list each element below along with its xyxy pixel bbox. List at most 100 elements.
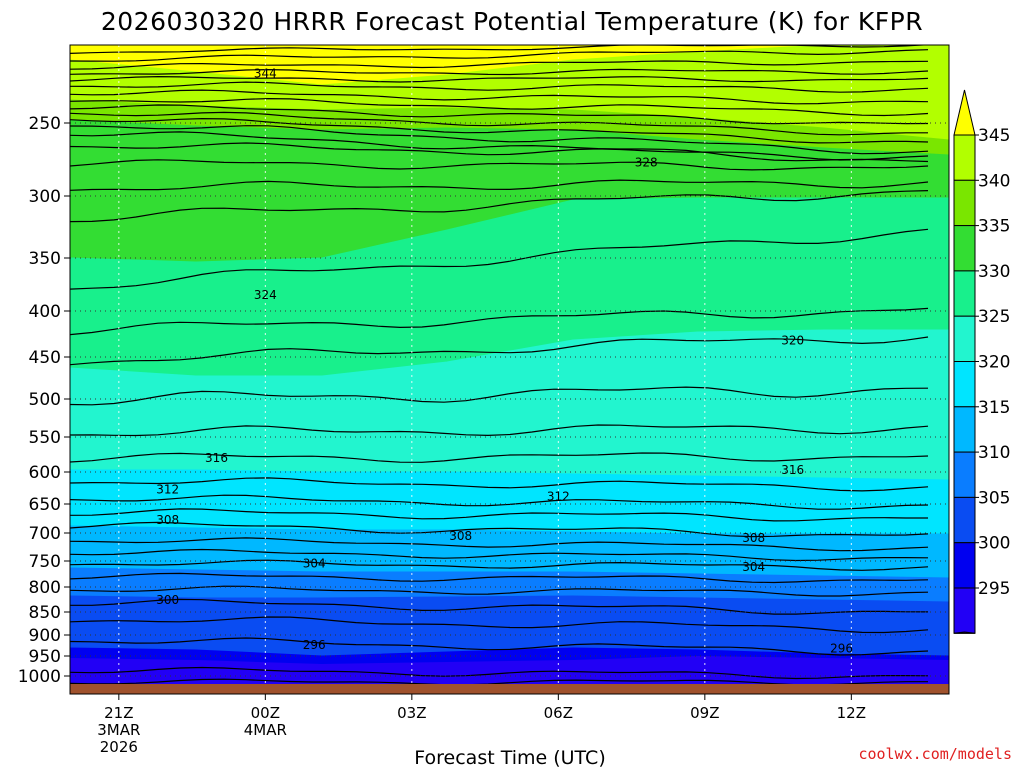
y-tick-label: 250 [29, 114, 61, 134]
grid-lines [70, 45, 949, 684]
colorbar-segment [953, 179, 976, 227]
contour-label: 308 [449, 529, 472, 543]
colorbar-label: 345 [978, 126, 1010, 146]
contour-line [70, 97, 929, 117]
band-300-305 [70, 595, 949, 657]
contour-label: 308 [742, 531, 765, 545]
contour-line [70, 190, 929, 223]
contour-line [70, 142, 929, 161]
contour-line [70, 452, 929, 463]
contour-label: 328 [635, 155, 658, 169]
colorbar-label: 335 [978, 217, 1010, 237]
x-tick-label: 2026 [100, 738, 138, 756]
colorbar-segment [953, 587, 976, 634]
contour-line [70, 111, 928, 136]
colorbar-label: 300 [978, 534, 1010, 554]
y-tick-label: 700 [29, 524, 61, 544]
contour-label: 296 [830, 641, 853, 655]
contour-labels: 344 328 324 320 316 316 312 312 308 308 308 304 304 3… [156, 66, 853, 655]
contour-line [70, 68, 929, 76]
colorbar-label: 325 [978, 307, 1010, 327]
plot-frame [69, 44, 950, 695]
y-tick-label: 300 [29, 187, 61, 207]
contour-line [70, 494, 929, 510]
colorbar-label: 330 [978, 262, 1010, 282]
colorbar-segment [953, 361, 976, 408]
y-tick-label: 900 [29, 626, 61, 646]
y-tick-label: 600 [29, 463, 61, 483]
colorbar-segment [953, 542, 976, 589]
y-tick-label: 950 [29, 647, 61, 667]
contour-line [70, 637, 929, 656]
y-tick-label: 450 [29, 348, 61, 368]
contour-line [70, 572, 929, 584]
contour-line [70, 537, 929, 552]
colorbar-segment [953, 225, 976, 272]
contour-label: 344 [254, 66, 277, 80]
x-tick-label: 12Z [837, 704, 866, 722]
credit-link[interactable]: coolwx.com/models [858, 745, 1012, 763]
contour-line [70, 81, 929, 93]
y-tick-label: 500 [29, 390, 61, 410]
contour-label: 316 [205, 451, 228, 465]
colorbar-segment [953, 134, 976, 181]
contour-line [70, 585, 929, 597]
contour-line [70, 228, 929, 290]
contour-line [70, 678, 928, 684]
colorbar-label: 315 [978, 398, 1010, 418]
contour-label: 300 [156, 593, 179, 607]
contour-line [70, 49, 929, 62]
filled-contour-bands [70, 45, 949, 684]
y-axis: 250 300 350 400 450 500 550 600 650 700 750 800 850 9… [18, 114, 70, 687]
colorbar-segment [953, 451, 976, 498]
colorbar: 345 340 335 330 325 320 315 310 305 300 295 [953, 89, 1010, 634]
colorbar-segment [953, 406, 976, 453]
contour-label: 316 [781, 463, 804, 477]
y-tick-label: 550 [29, 428, 61, 448]
x-tick-label: 09Z [690, 704, 719, 722]
contour-line [70, 424, 929, 437]
y-tick-label: 350 [29, 249, 61, 269]
contour-label: 312 [156, 482, 179, 496]
contour-line [70, 159, 929, 171]
y-tick-label: 850 [29, 603, 61, 623]
colorbar-label: 295 [978, 579, 1010, 599]
contour-line [70, 508, 928, 522]
colorbar-segment [953, 496, 976, 544]
contour-line [70, 548, 929, 562]
x-tick-label: 4MAR [244, 721, 287, 739]
x-tick-label: 21Z [104, 704, 133, 722]
contour-line [70, 179, 929, 191]
terrain-ground-strip [70, 684, 949, 694]
x-axis-label: Forecast Time (UTC) [414, 747, 605, 768]
contour-label: 304 [742, 560, 765, 574]
y-tick-label: 400 [29, 302, 61, 322]
contour-line [70, 559, 929, 571]
y-tick-label: 1000 [18, 667, 61, 687]
contour-line [70, 125, 929, 155]
contour-lines [70, 45, 929, 684]
contour-line [70, 307, 929, 336]
contour-line [70, 131, 929, 163]
contour-label: 320 [781, 333, 804, 347]
contour-line [70, 386, 929, 406]
contour-label: 312 [547, 489, 570, 503]
colorbar-bottom-arrow [953, 631, 976, 634]
contour-line [70, 89, 929, 105]
colorbar-label: 305 [978, 488, 1010, 508]
contour-line [70, 598, 929, 615]
colorbar-label: 340 [978, 171, 1010, 191]
contour-line [70, 104, 929, 125]
chart-title: 2026030320 HRRR Forecast Potential Tempe… [101, 7, 923, 36]
y-tick-label: 650 [29, 495, 61, 515]
x-tick-label: 3MAR [97, 721, 140, 739]
contour-line [70, 75, 929, 83]
y-tick-label: 800 [29, 578, 61, 598]
contour-line [70, 521, 929, 538]
contour-line [70, 477, 929, 492]
contour-line [70, 117, 929, 144]
y-tick-label: 750 [29, 552, 61, 572]
contour-line [70, 616, 929, 634]
